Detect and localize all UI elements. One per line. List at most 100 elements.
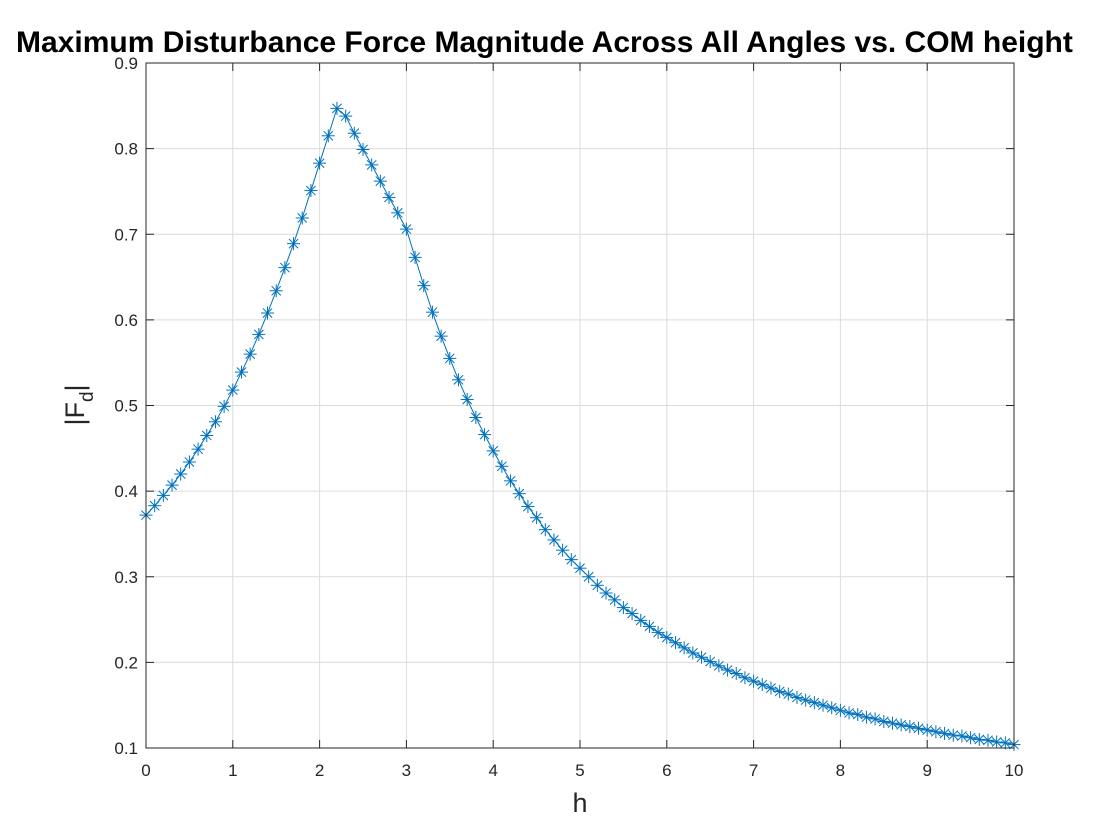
y-tick-label: 0.6 (114, 311, 138, 330)
data-point (339, 109, 353, 123)
data-point (877, 714, 891, 728)
x-axis-label: h (572, 788, 587, 818)
x-tick-label: 9 (922, 761, 931, 780)
data-point (582, 570, 596, 584)
data-point (616, 601, 630, 615)
data-point (955, 729, 969, 743)
y-tick-label: 0.5 (114, 397, 138, 416)
data-point (174, 467, 188, 481)
data-point (191, 442, 205, 456)
x-tick-label: 8 (836, 761, 845, 780)
data-point (938, 726, 952, 740)
data-point (486, 444, 500, 458)
data-point (764, 681, 778, 695)
data-point (946, 728, 960, 742)
data-point (660, 631, 674, 645)
data-point (807, 696, 821, 710)
data-point (590, 578, 604, 592)
data-point (278, 261, 292, 275)
grid-lines (146, 63, 1014, 748)
data-point (321, 129, 335, 143)
data-point (920, 723, 934, 737)
data-point (512, 487, 526, 501)
data-point (825, 701, 839, 715)
data-point (625, 607, 639, 621)
data-point (868, 712, 882, 726)
data-point (964, 731, 978, 745)
y-axis-label: |Fd| (60, 384, 98, 425)
data-point (521, 500, 535, 514)
data-point (859, 710, 873, 724)
data-point (929, 725, 943, 739)
data-point (356, 142, 370, 156)
data-point (608, 593, 622, 607)
data-point (668, 636, 682, 650)
data-point (208, 415, 222, 429)
x-tick-label: 5 (575, 761, 584, 780)
data-point (182, 455, 196, 469)
y-axis-label-subscript: d (77, 391, 98, 402)
data-point (842, 706, 856, 720)
data-point (538, 523, 552, 537)
data-point (495, 459, 509, 473)
data-point (347, 126, 361, 140)
data-point (469, 410, 483, 424)
data-point (530, 511, 544, 525)
x-tick-label: 6 (662, 761, 671, 780)
data-point (894, 718, 908, 732)
data-point (972, 732, 986, 746)
data-point (417, 279, 431, 293)
data-point (799, 693, 813, 707)
data-point (703, 655, 717, 669)
data-point (885, 716, 899, 730)
chart-title: Maximum Disturbance Force Magnitude Acro… (16, 26, 1073, 59)
y-tick-label: 0.8 (114, 140, 138, 159)
data-point (269, 284, 283, 298)
data-point (790, 690, 804, 704)
x-tick-label: 3 (402, 761, 411, 780)
data-point (634, 613, 648, 627)
x-tick-label: 2 (315, 761, 324, 780)
data-point (990, 735, 1004, 749)
data-point (443, 351, 457, 365)
data-point (252, 327, 266, 341)
data-point (330, 101, 344, 115)
axis-ticks: 0 1 2 3 4 5 6 7 8 9 10 0.1 0.2 0.3 0.4 0.5 0.6 0.7 0.8 0.9 (114, 54, 1023, 780)
data-point (365, 158, 379, 172)
data-point (747, 674, 761, 688)
data-point (912, 721, 926, 735)
x-tick-label: 7 (749, 761, 758, 780)
svg-text:|Fd|: |Fd| (60, 384, 98, 425)
data-point (833, 703, 847, 717)
data-point (851, 708, 865, 722)
y-axis-label-suffix: | (60, 384, 90, 391)
x-tick-label: 10 (1005, 761, 1024, 780)
y-tick-label: 0.7 (114, 225, 138, 244)
data-point (478, 428, 492, 442)
data-point (295, 211, 309, 225)
y-tick-label: 0.9 (114, 54, 138, 73)
data-point (642, 619, 656, 633)
data-point (226, 383, 240, 397)
data-point (816, 698, 830, 712)
y-axis-label-main: |F (60, 402, 90, 426)
x-tick-label: 4 (488, 761, 497, 780)
data-point (399, 222, 413, 236)
data-point (460, 393, 474, 407)
y-tick-label: 0.3 (114, 568, 138, 587)
data-point (721, 663, 735, 677)
y-tick-label: 0.1 (114, 739, 138, 758)
data-point (564, 553, 578, 567)
data-point (156, 488, 170, 502)
data-point (773, 684, 787, 698)
data-point (287, 237, 301, 251)
data-point (148, 499, 162, 513)
data-point (547, 533, 561, 547)
data-point (573, 561, 587, 575)
data-point (599, 586, 613, 600)
y-tick-label: 0.4 (114, 482, 138, 501)
data-point (391, 206, 405, 220)
data-point (234, 365, 248, 379)
data-point (434, 329, 448, 343)
